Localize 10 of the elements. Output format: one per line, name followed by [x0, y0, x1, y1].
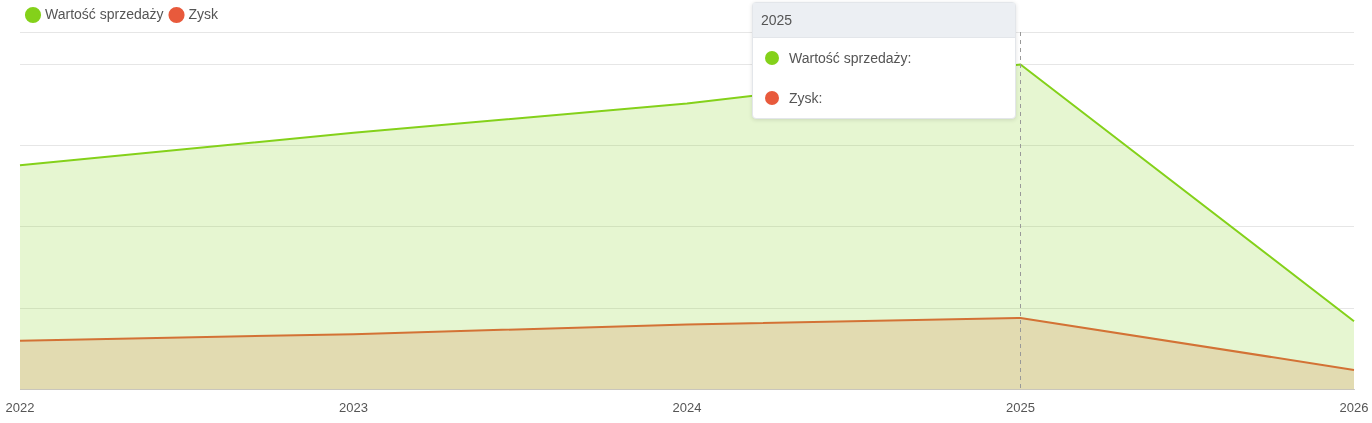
- legend-label: Wartość sprzedaży: [45, 5, 164, 22]
- annotation: Wartość sprzedaży:: [789, 50, 912, 66]
- x-tick-label: 2023: [339, 399, 368, 415]
- annotation: Zysk:: [789, 90, 823, 106]
- hover-card: 2025 Wartość sprzedaży: Zysk:: [752, 2, 1016, 119]
- x-tick-label: 2026: [1339, 399, 1369, 415]
- legend-label: Zysk: [188, 5, 220, 22]
- x-tick-label: 2022: [5, 399, 35, 415]
- x-tick-label: 2025: [1006, 399, 1035, 415]
- x-tick-label: 2024: [672, 399, 702, 415]
